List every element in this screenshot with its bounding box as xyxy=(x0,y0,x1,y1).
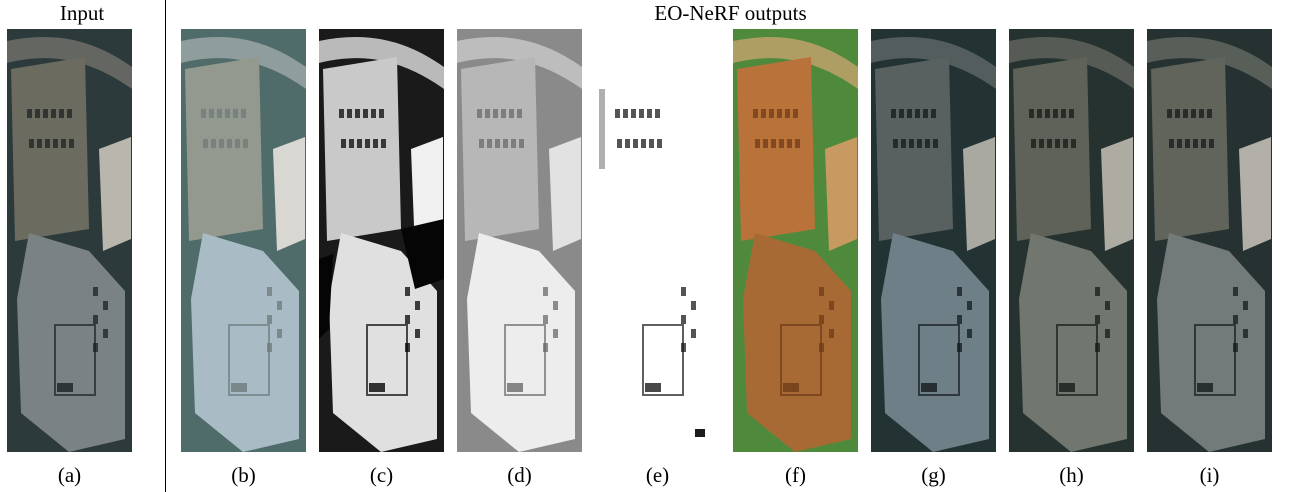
panel-c-caption: (c) xyxy=(369,463,394,487)
panel-i-caption: (i) xyxy=(1199,463,1220,487)
panel-h-aerial-graphic xyxy=(1009,29,1134,452)
panel-a-aerial-graphic xyxy=(7,29,132,452)
panel-g-caption: (g) xyxy=(921,463,946,487)
divider-line xyxy=(165,0,166,492)
panel-i-image xyxy=(1147,29,1272,452)
panel-f-image xyxy=(733,29,858,452)
panel-b-caption: (b) xyxy=(231,463,256,487)
panel-e-caption: (e) xyxy=(645,463,670,487)
panel-d-caption: (d) xyxy=(507,463,532,487)
panel-f-aerial-graphic xyxy=(733,29,858,452)
input-heading: Input xyxy=(59,1,105,25)
panel-c-image xyxy=(319,29,444,452)
panel-f-caption: (f) xyxy=(785,463,806,487)
panel-d-aerial-graphic xyxy=(457,29,582,452)
panel-b-aerial-graphic xyxy=(181,29,306,452)
panel-e-image xyxy=(595,29,720,452)
panel-i-aerial-graphic xyxy=(1147,29,1272,452)
panel-d-image xyxy=(457,29,582,452)
panel-a-image xyxy=(7,29,132,452)
outputs-heading: EO-NeRF outputs xyxy=(654,1,807,25)
panel-b-image xyxy=(181,29,306,452)
panel-g-aerial-graphic xyxy=(871,29,996,452)
panel-h-caption: (h) xyxy=(1059,463,1084,487)
panel-a-caption: (a) xyxy=(57,463,82,487)
panel-g-image xyxy=(871,29,996,452)
panel-c-aerial-graphic xyxy=(319,29,444,452)
panel-h-image xyxy=(1009,29,1134,452)
panel-e-aerial-graphic xyxy=(595,29,720,452)
